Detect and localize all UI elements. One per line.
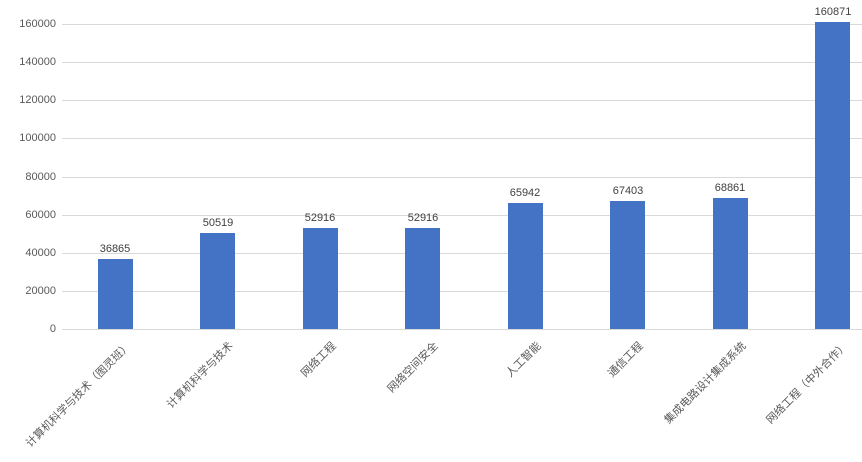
x-category-label: 网络工程	[299, 340, 339, 380]
gridline	[62, 138, 862, 139]
x-category-label: 通信工程	[606, 340, 646, 380]
bar-value-label: 36865	[99, 243, 131, 255]
y-tick-label: 140000	[19, 56, 56, 68]
y-tick-label: 80000	[25, 171, 56, 183]
bar-value-label: 50519	[202, 217, 234, 229]
bar	[815, 22, 850, 329]
y-tick-label: 160000	[19, 18, 56, 30]
bar-value-label: 52916	[304, 212, 336, 224]
y-tick-label: 100000	[19, 132, 56, 144]
bar-value-label: 65942	[509, 187, 541, 199]
y-tick-label: 120000	[19, 94, 56, 106]
gridline	[62, 253, 862, 254]
bar-value-label: 52916	[407, 212, 439, 224]
x-category-label: 集成电路设计集成系统	[662, 340, 749, 427]
bar-value-label: 68861	[714, 182, 746, 194]
bar	[713, 198, 748, 329]
y-tick-label: 20000	[25, 285, 56, 297]
gridline	[62, 62, 862, 63]
gridline	[62, 24, 862, 25]
bar	[508, 203, 543, 329]
gridline	[62, 177, 862, 178]
bar-value-label: 67403	[612, 185, 644, 197]
gridline	[62, 100, 862, 101]
y-tick-label: 0	[49, 323, 56, 335]
x-category-label: 网络空间安全	[385, 340, 441, 396]
bar-value-label: 160871	[814, 6, 852, 18]
bar	[610, 201, 645, 329]
gridline	[62, 291, 862, 292]
y-tick-label: 40000	[25, 247, 56, 259]
bar	[98, 259, 133, 329]
x-category-label: 计算机科学与技术（图灵班）	[24, 340, 134, 450]
gridline	[62, 215, 862, 216]
gridline	[62, 329, 862, 330]
bar	[200, 233, 235, 329]
x-category-label: 网络工程（中外合作）	[764, 340, 851, 427]
bar	[303, 228, 338, 329]
y-tick-label: 60000	[25, 209, 56, 221]
bar	[405, 228, 440, 329]
x-category-label: 计算机科学与技术	[164, 340, 236, 411]
x-category-label: 人工智能	[504, 340, 544, 380]
